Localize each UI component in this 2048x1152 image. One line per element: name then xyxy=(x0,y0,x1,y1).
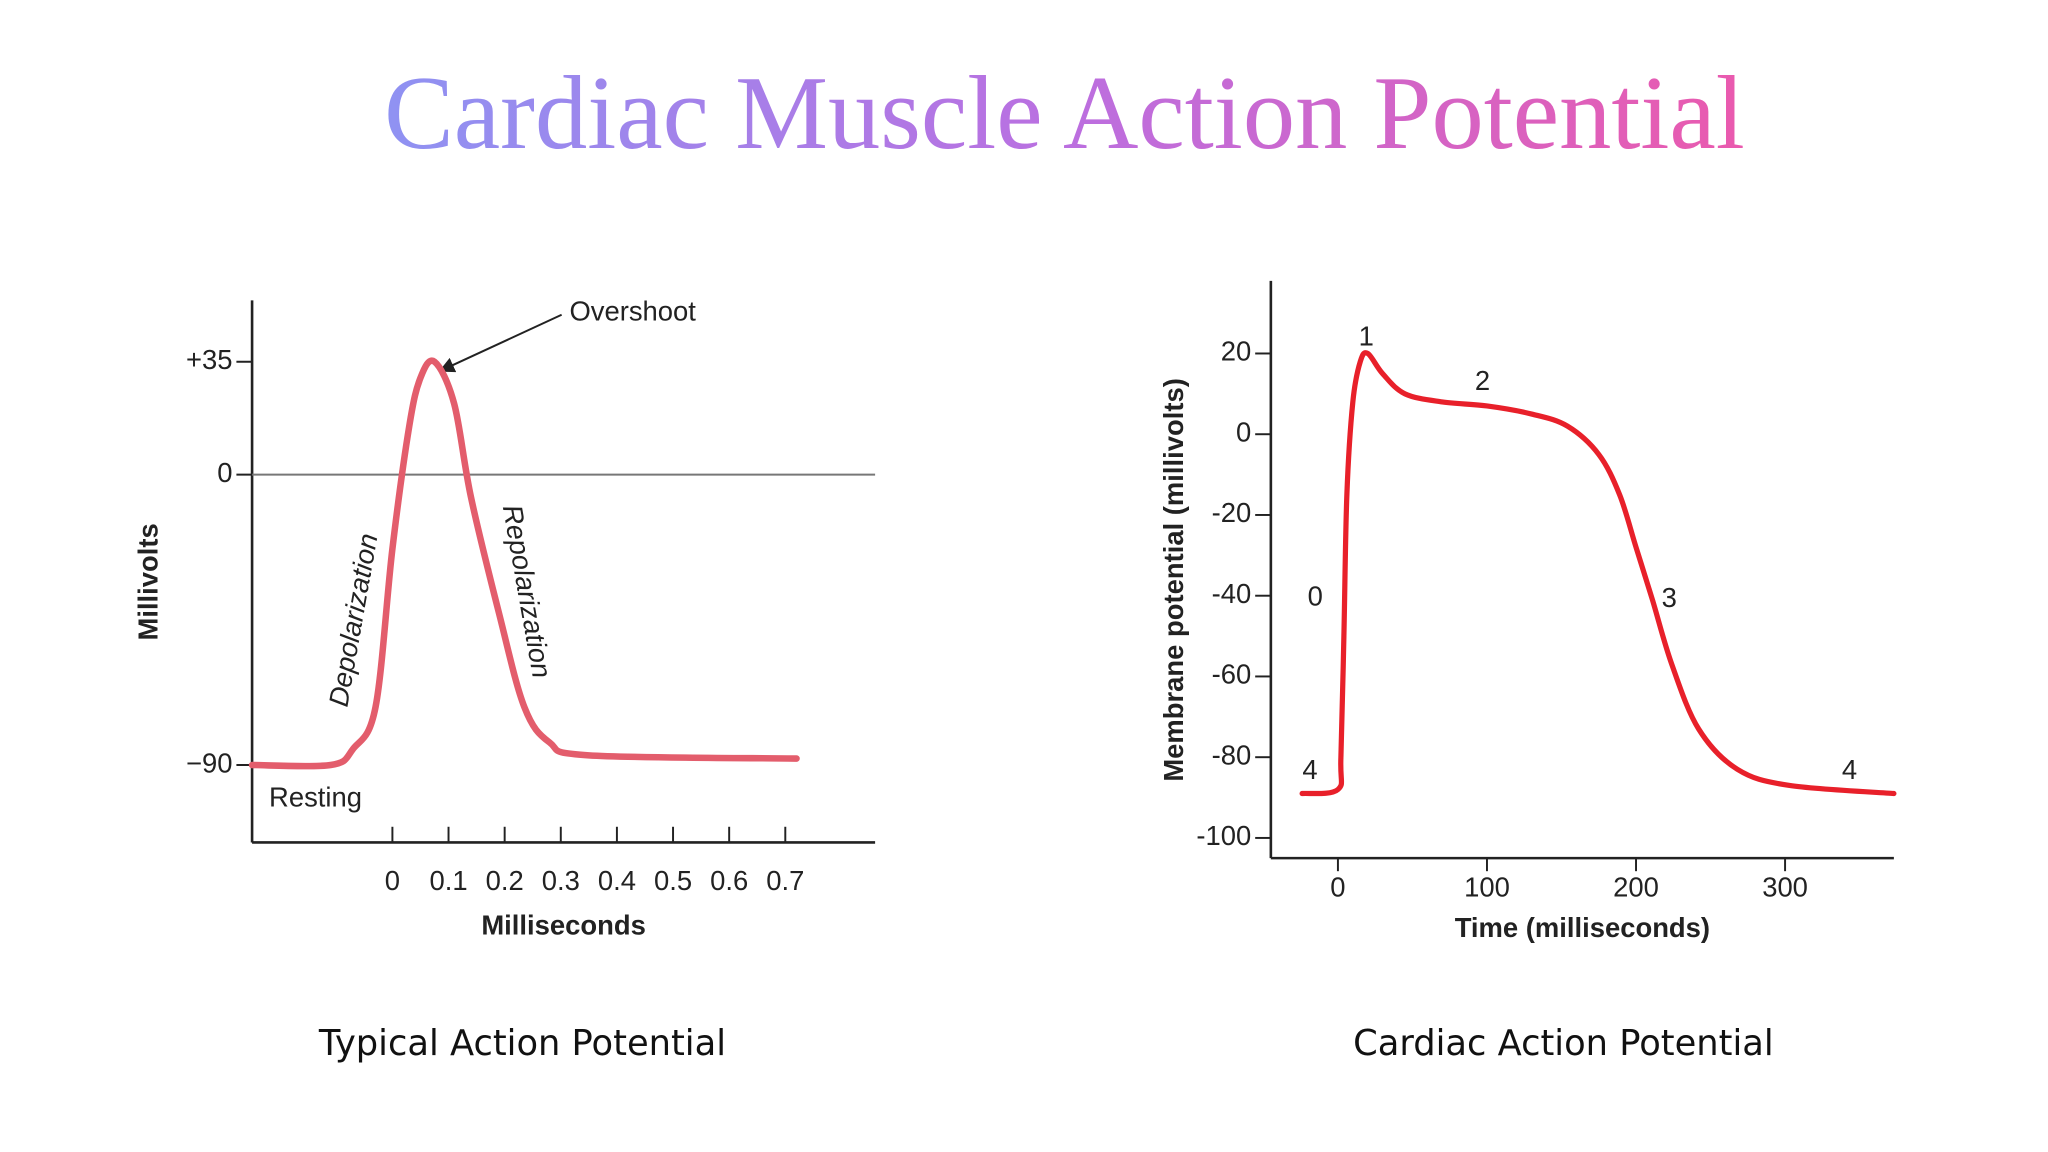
x-tick-label: 200 xyxy=(1613,872,1659,903)
x-tick-label: 0.5 xyxy=(654,865,692,896)
annotation: 4 xyxy=(1842,754,1857,785)
annotation: 3 xyxy=(1662,582,1677,613)
slide-title: Cardiac Muscle Action Potential xyxy=(384,55,1745,171)
x-tick-label: 100 xyxy=(1464,872,1510,903)
y-axis-title: Millivolts xyxy=(132,523,163,640)
y-tick-label: -20 xyxy=(1212,497,1252,528)
x-tick-label: 0.6 xyxy=(710,865,748,896)
y-tick-label: +35 xyxy=(186,344,233,375)
x-tick-label: 0 xyxy=(385,865,400,896)
annotation: Depolarization xyxy=(323,531,384,709)
annotation: 1 xyxy=(1359,321,1374,352)
y-tick-label: -100 xyxy=(1196,820,1251,851)
y-tick-label: 20 xyxy=(1221,336,1251,367)
annotation: Resting xyxy=(269,782,362,813)
y-tick-label: 0 xyxy=(1236,416,1251,447)
y-tick-label: -40 xyxy=(1212,578,1252,609)
caption: Typical Action Potential xyxy=(318,1023,726,1064)
y-tick-label: -80 xyxy=(1212,739,1252,770)
data-line xyxy=(1299,350,1897,797)
arrow xyxy=(438,313,563,373)
caption: Cardiac Action Potential xyxy=(1353,1023,1773,1064)
x-tick-label: 0.2 xyxy=(486,865,524,896)
y-tick-label: 0 xyxy=(217,457,232,488)
y-tick-label: -60 xyxy=(1212,659,1252,690)
annotation: 2 xyxy=(1475,365,1490,396)
x-tick-label: 300 xyxy=(1762,872,1808,903)
y-tick-label: −90 xyxy=(186,747,233,778)
x-tick-label: 0 xyxy=(1330,872,1345,903)
x-axis-title: Milliseconds xyxy=(481,910,645,941)
y-axis-title: Membrane potential (millivolts) xyxy=(1158,378,1189,782)
annotation: Overshoot xyxy=(569,296,696,327)
x-axis-title: Time (milliseconds) xyxy=(1455,912,1710,943)
x-tick-label: 0.3 xyxy=(542,865,580,896)
x-tick-label: 0.4 xyxy=(598,865,636,896)
x-tick-label: 0.1 xyxy=(429,865,467,896)
data-line xyxy=(248,357,800,770)
annotation: 0 xyxy=(1308,580,1323,611)
annotation: 4 xyxy=(1302,754,1317,785)
x-tick-label: 0.7 xyxy=(766,865,804,896)
